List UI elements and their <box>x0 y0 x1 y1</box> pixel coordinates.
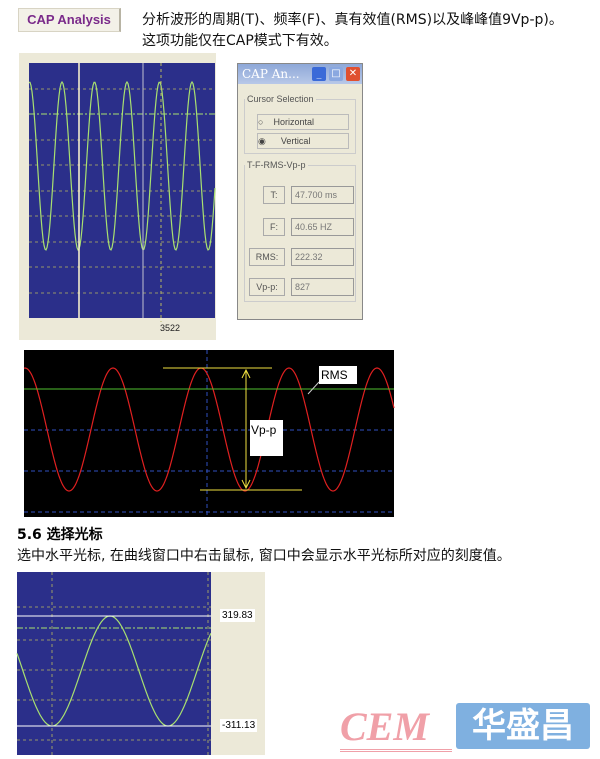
intro-text: 分析波形的周期(T)、频率(F)、真有效值(RMS)以及峰峰值9Vp-p)。 这… <box>142 10 563 52</box>
vpp-button[interactable]: Vp-p: <box>249 278 285 296</box>
lower-cursor-value: -311.13 <box>220 719 258 732</box>
rms-value: 222.32 <box>291 248 354 266</box>
intro-line-2: 这项功能仅在CAP模式下有效。 <box>142 33 338 49</box>
minimize-button[interactable]: _ <box>312 67 326 81</box>
frequency-value: 40.65 HZ <box>291 218 354 236</box>
plot3-background <box>17 572 211 755</box>
maximize-button[interactable]: □ <box>329 67 343 81</box>
waveform <box>29 80 216 251</box>
plot1-background <box>29 63 215 318</box>
cap-analysis-dialog: CAP An... _ □ ✕ Cursor Selection ○ Horiz… <box>237 63 363 320</box>
rms-leader <box>307 381 320 395</box>
vpp-annotation: Vp-p <box>250 420 283 456</box>
intro-line-1: 分析波形的周期(T)、频率(F)、真有效值(RMS)以及峰峰值9Vp-p)。 <box>142 12 563 28</box>
vpp-value: 827 <box>291 278 354 296</box>
close-button[interactable]: ✕ <box>346 67 360 81</box>
radio-unchecked-icon: ○ <box>258 117 264 127</box>
vertical-radio[interactable]: ◉ Vertical <box>257 133 349 149</box>
dialog-title-bar: CAP An... _ □ ✕ <box>238 64 362 84</box>
waveform <box>16 615 212 727</box>
cap-analysis-button[interactable]: CAP Analysis <box>18 8 121 32</box>
rms-button[interactable]: RMS: <box>249 248 285 266</box>
brand-logo-chinese: 华盛昌 <box>456 703 590 749</box>
dialog-title: CAP An... <box>242 67 300 81</box>
period-value: 47.700 ms <box>291 186 354 204</box>
cem-logo: CEM <box>340 705 452 752</box>
frequency-button[interactable]: F: <box>263 218 285 236</box>
rms-annotation: RMS <box>319 366 357 384</box>
cursor-selection-group: Cursor Selection ○ Horizontal ◉ Vertical <box>244 94 356 154</box>
section-text: 选中水平光标, 在曲线窗口中右击鼠标, 窗口中会显示水平光标所对应的刻度值。 <box>17 548 511 564</box>
upper-cursor-value: 319.83 <box>220 609 255 622</box>
cursor-position-label: 3522 <box>160 323 181 333</box>
horizontal-radio[interactable]: ○ Horizontal <box>257 114 349 130</box>
section-heading: 5.6 选择光标 <box>17 527 103 543</box>
arrow-heads <box>241 368 251 490</box>
waveform <box>23 367 395 492</box>
period-button[interactable]: T: <box>263 186 285 204</box>
measurement-group: T-F-RMS-Vp-p T: 47.700 ms F: 40.65 HZ RM… <box>244 160 356 302</box>
radio-checked-icon: ◉ <box>258 136 266 146</box>
